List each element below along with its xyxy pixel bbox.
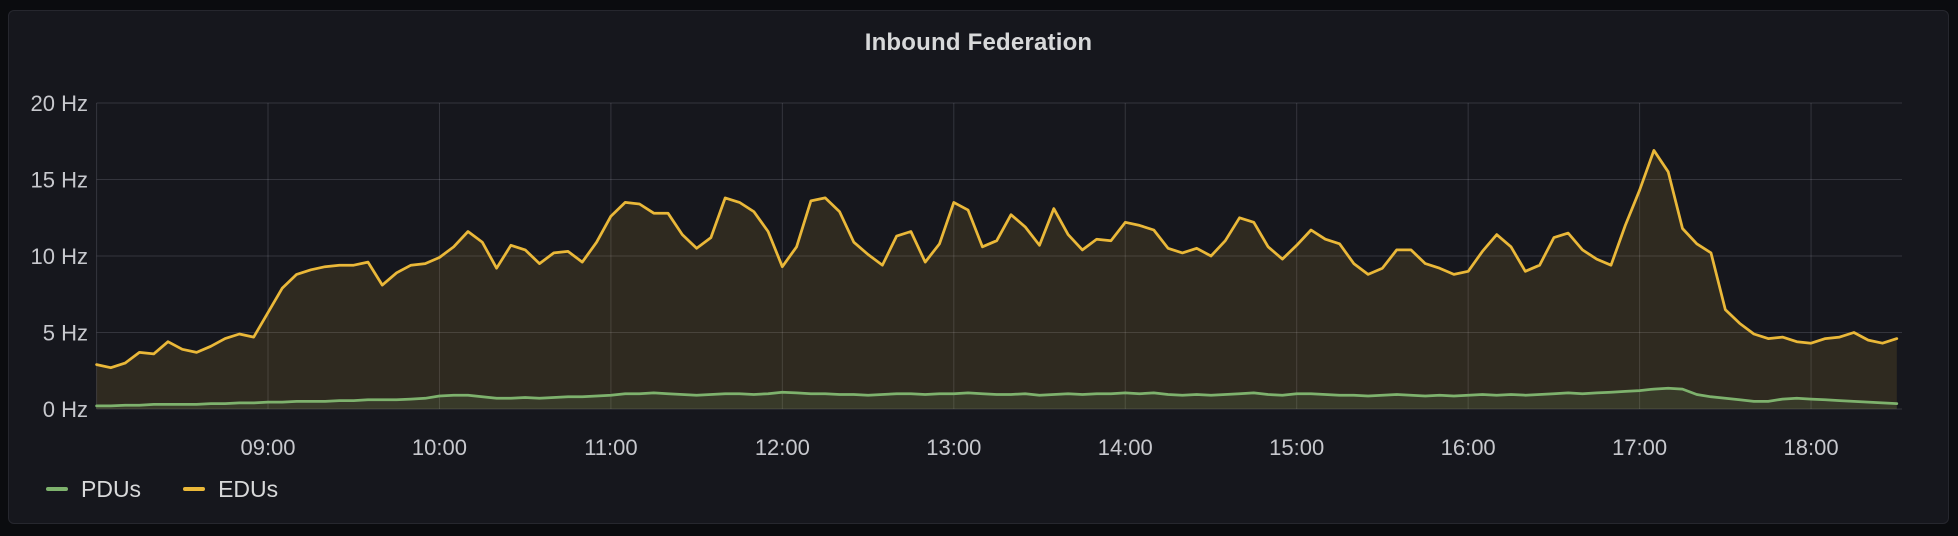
edus-series-color-dash-icon xyxy=(183,487,206,491)
pdus-series-color-dash-icon xyxy=(46,487,68,491)
x-tick-label: 15:00 xyxy=(1269,435,1324,460)
y-tick-label: 20 Hz xyxy=(31,91,88,116)
legend-label-pdus: PDUs xyxy=(81,475,142,502)
x-tick-label: 14:00 xyxy=(1098,435,1153,460)
y-tick-label: 10 Hz xyxy=(31,244,88,269)
x-tick-label: 18:00 xyxy=(1784,435,1839,460)
legend-label-edus: EDUs xyxy=(218,475,279,502)
x-tick-label: 09:00 xyxy=(240,435,295,460)
grid-lines xyxy=(96,102,1902,410)
y-axis-labels: 0 Hz 5 Hz 10 Hz 15 Hz 20 Hz xyxy=(31,91,88,422)
series-lines xyxy=(95,149,1899,408)
x-tick-label: 13:00 xyxy=(926,435,981,460)
legend-item-pdus[interactable]: PDUs xyxy=(46,475,142,502)
series-line-pdus xyxy=(95,386,1899,408)
x-tick-label: 17:00 xyxy=(1612,435,1667,460)
x-axis-labels: 09:00 10:00 11:00 12:00 13:00 14:00 15:00 16:00… xyxy=(240,435,1838,460)
y-tick-label: 5 Hz xyxy=(43,321,88,346)
panel-title[interactable]: Inbound Federation xyxy=(864,29,1093,56)
chart-legend: PDUs EDUs xyxy=(46,474,278,504)
x-tick-label: 10:00 xyxy=(412,435,467,460)
y-tick-label: 15 Hz xyxy=(31,168,88,193)
x-tick-label: 16:00 xyxy=(1441,435,1496,460)
series-fill-edus xyxy=(96,150,1897,409)
x-tick-label: 12:00 xyxy=(755,435,810,460)
legend-item-edus[interactable]: EDUs xyxy=(183,475,279,502)
series-line-edus xyxy=(95,149,1899,370)
series-fills xyxy=(96,150,1897,409)
x-tick-label: 11:00 xyxy=(584,435,637,460)
series-fill-pdus xyxy=(96,388,1897,409)
y-tick-label: 0 Hz xyxy=(43,397,88,422)
